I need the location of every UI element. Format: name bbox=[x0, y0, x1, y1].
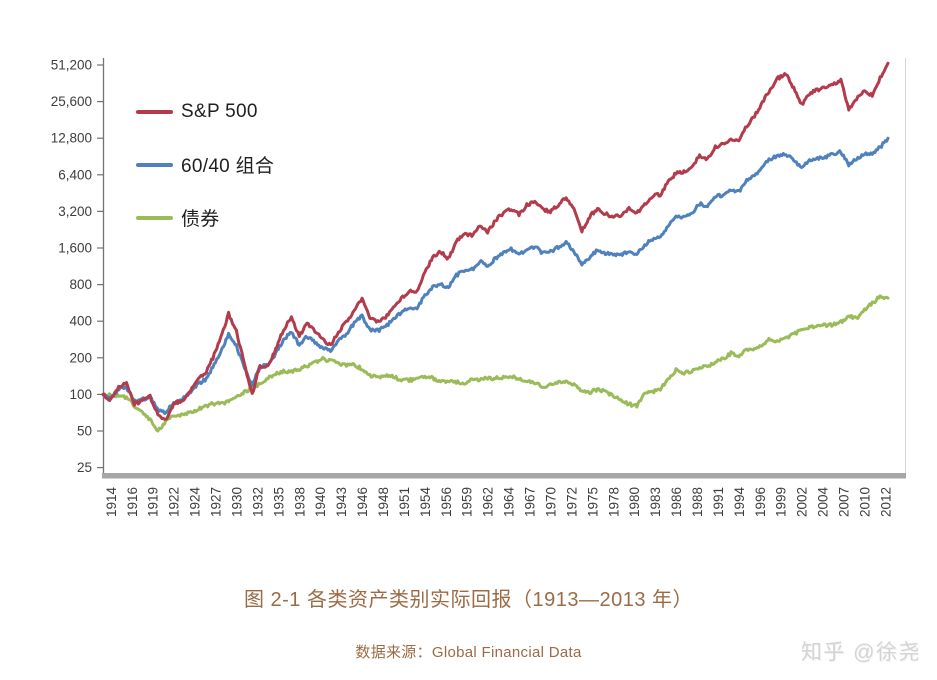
x-tick-label: 2007 bbox=[837, 487, 852, 517]
x-tick-label: 1954 bbox=[418, 487, 433, 518]
y-tick-label: 400 bbox=[69, 314, 92, 329]
x-tick-label: 1996 bbox=[753, 487, 768, 517]
zhihu-watermark: 知乎 @徐尧 bbox=[800, 641, 921, 664]
y-tick-label: 50 bbox=[77, 424, 92, 439]
y-tick-label: 3,200 bbox=[58, 204, 92, 219]
series-line-6040-portfolio bbox=[101, 136, 890, 415]
x-tick-label: 1930 bbox=[229, 487, 244, 517]
x-tick-label: 1999 bbox=[774, 487, 789, 517]
x-tick-label: 1967 bbox=[523, 487, 538, 517]
chart-legend: S&P 500 60/40 组合 债券 bbox=[136, 97, 274, 256]
series-line-sp500 bbox=[101, 61, 890, 421]
legend-item-6040: 60/40 组合 bbox=[136, 150, 274, 179]
x-tick-label: 1970 bbox=[543, 487, 558, 517]
x-tick-label: 1972 bbox=[564, 487, 579, 517]
y-tick-label: 6,400 bbox=[58, 167, 92, 182]
x-tick-label: 1991 bbox=[711, 487, 726, 517]
sp500-line-swatch bbox=[136, 109, 173, 114]
x-tick-label: 1935 bbox=[271, 487, 286, 517]
x-tick-label: 1914 bbox=[104, 487, 119, 518]
x-tick-label: 1948 bbox=[376, 487, 391, 517]
x-tick-label: 1922 bbox=[167, 487, 182, 517]
returns-line-chart: 51,200 25,600 12,800 6,400 3,200 1,600 800 400 2… bbox=[51, 58, 906, 518]
y-tick-label: 25 bbox=[77, 460, 92, 475]
series-line-bonds bbox=[101, 294, 890, 433]
x-tick-label: 1978 bbox=[606, 487, 621, 517]
x-tick-label: 1975 bbox=[585, 487, 600, 517]
x-tick-label: 1983 bbox=[648, 487, 663, 517]
legend-item-bonds: 债券 bbox=[136, 203, 274, 232]
x-tick-label: 2002 bbox=[795, 487, 810, 517]
figure-caption: 图 2-1 各类资产类别实际回报（1913—2013 年） bbox=[243, 589, 694, 611]
x-tick-label: 1988 bbox=[690, 487, 705, 517]
x-tick-label: 1938 bbox=[292, 487, 307, 517]
x-tick-label: 1946 bbox=[355, 487, 370, 517]
legend-label-bonds: 债券 bbox=[181, 209, 220, 230]
y-tick-label: 51,200 bbox=[51, 58, 92, 73]
x-tick-label: 1980 bbox=[627, 487, 642, 517]
x-tick-label: 1940 bbox=[313, 487, 328, 517]
bonds-line-swatch bbox=[136, 215, 173, 220]
x-tick-label: 2012 bbox=[878, 487, 893, 517]
6040-line-swatch bbox=[136, 162, 173, 167]
x-tick-label: 2010 bbox=[857, 487, 872, 517]
x-tick-label: 1943 bbox=[334, 487, 349, 517]
x-tick-label: 1962 bbox=[481, 487, 496, 517]
x-tick-label: 1986 bbox=[669, 487, 684, 517]
y-tick-label: 800 bbox=[69, 277, 92, 292]
x-tick-label: 1964 bbox=[502, 487, 517, 518]
y-tick-label: 100 bbox=[69, 387, 92, 402]
x-tick-label: 1994 bbox=[732, 487, 747, 518]
y-tick-label: 25,600 bbox=[51, 94, 92, 109]
y-tick-label: 1,600 bbox=[58, 241, 92, 256]
legend-label-6040: 60/40 组合 bbox=[181, 156, 275, 177]
legend-label-sp500: S&P 500 bbox=[181, 100, 258, 122]
x-axis-baseline-bar bbox=[102, 473, 906, 479]
x-tick-label: 1924 bbox=[188, 487, 203, 518]
y-tick-label: 12,800 bbox=[51, 131, 92, 146]
x-tick-label: 1959 bbox=[460, 487, 475, 517]
x-tick-label: 2004 bbox=[816, 487, 831, 518]
y-tick-label: 200 bbox=[69, 350, 92, 365]
x-tick-label: 1919 bbox=[146, 487, 161, 517]
x-tick-label: 1951 bbox=[397, 487, 412, 517]
legend-item-sp500: S&P 500 bbox=[136, 97, 274, 126]
x-tick-label: 1932 bbox=[250, 487, 265, 517]
x-tick-label: 1927 bbox=[209, 487, 224, 517]
data-source-note: 数据来源：Global Financial Data bbox=[355, 644, 582, 661]
x-tick-label: 1916 bbox=[125, 487, 140, 517]
x-tick-label: 1956 bbox=[439, 487, 454, 517]
